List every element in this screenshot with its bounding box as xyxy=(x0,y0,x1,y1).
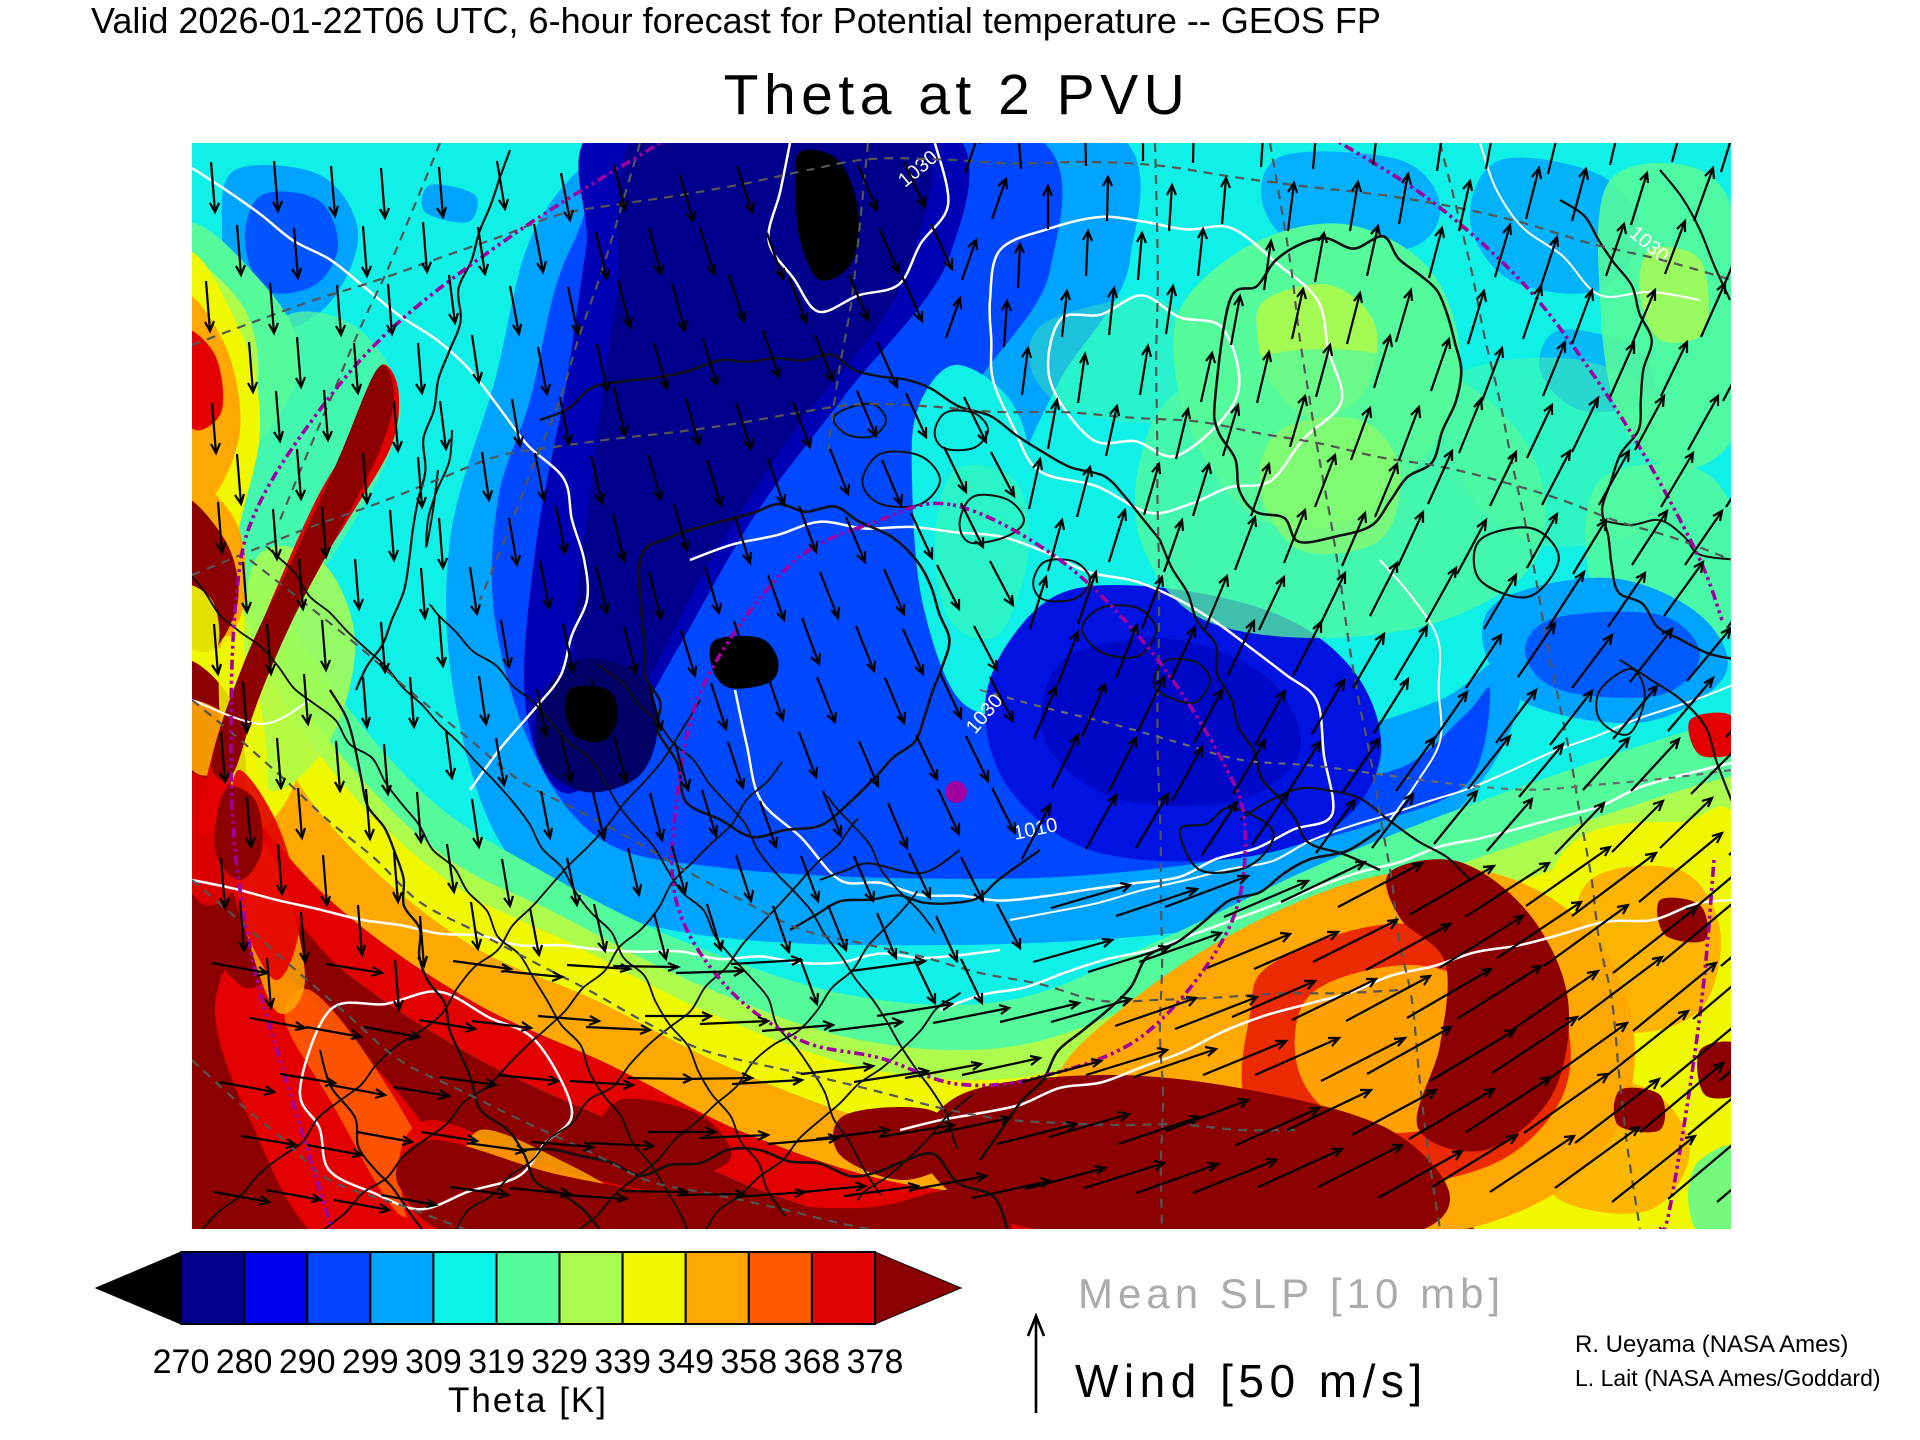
svg-text:319: 319 xyxy=(468,1343,525,1381)
svg-text:299: 299 xyxy=(342,1343,399,1381)
svg-text:R. Ueyama (NASA Ames): R. Ueyama (NASA Ames) xyxy=(1575,1331,1848,1358)
svg-text:270: 270 xyxy=(153,1343,210,1381)
svg-text:280: 280 xyxy=(216,1343,273,1381)
svg-text:368: 368 xyxy=(784,1343,841,1381)
svg-text:Theta at 2 PVU: Theta at 2 PVU xyxy=(724,63,1191,127)
svg-text:378: 378 xyxy=(847,1343,904,1381)
svg-text:Valid 2026-01-22T06 UTC, 6-hou: Valid 2026-01-22T06 UTC, 6-hour forecast… xyxy=(91,0,1381,41)
svg-text:Mean SLP [10 mb]: Mean SLP [10 mb] xyxy=(1078,1270,1505,1317)
svg-text:349: 349 xyxy=(657,1343,714,1381)
svg-text:Wind [50 m/s]: Wind [50 m/s] xyxy=(1075,1355,1428,1407)
svg-text:L. Lait (NASA Ames/Goddard): L. Lait (NASA Ames/Goddard) xyxy=(1575,1365,1881,1391)
svg-text:Theta [K]: Theta [K] xyxy=(448,1381,608,1420)
svg-text:290: 290 xyxy=(279,1343,336,1381)
svg-text:358: 358 xyxy=(720,1343,777,1381)
svg-text:339: 339 xyxy=(594,1343,651,1381)
svg-text:309: 309 xyxy=(405,1343,462,1381)
svg-text:329: 329 xyxy=(531,1343,588,1381)
